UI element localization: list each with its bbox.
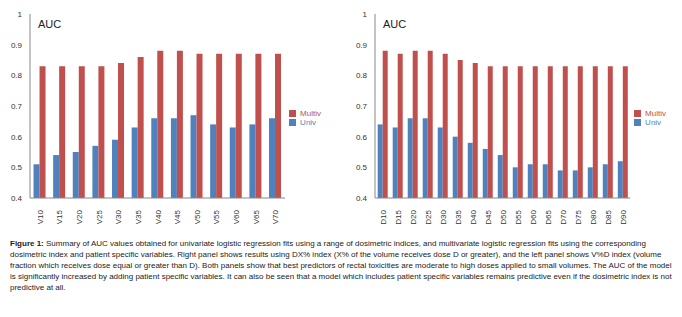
svg-text:V30: V30 (114, 209, 123, 224)
svg-text:V35: V35 (134, 209, 143, 224)
svg-text:D65: D65 (544, 209, 553, 224)
svg-text:V45: V45 (173, 209, 182, 224)
svg-text:0.9: 0.9 (11, 41, 23, 50)
svg-text:D55: D55 (514, 209, 523, 224)
html-text:Multiv: Multiv (645, 109, 666, 118)
svg-text:D70: D70 (559, 209, 568, 224)
svg-text:V55: V55 (212, 209, 221, 224)
svg-text:0.7: 0.7 (11, 102, 23, 111)
svg-text:V15: V15 (55, 209, 64, 224)
html-text:Multiv: Multiv (300, 109, 321, 118)
svg-text:0.5: 0.5 (11, 163, 23, 172)
svg-text:D15: D15 (394, 209, 403, 224)
svg-text:V20: V20 (75, 209, 84, 224)
svg-text:1: 1 (363, 10, 368, 19)
svg-text:D40: D40 (469, 209, 478, 224)
svg-text:V25: V25 (95, 209, 104, 224)
svg-text:D75: D75 (574, 209, 583, 224)
svg-text:D20: D20 (409, 209, 418, 224)
svg-text:0.8: 0.8 (356, 71, 368, 80)
svg-text:V50: V50 (193, 209, 202, 224)
svg-text:0.6: 0.6 (356, 133, 368, 142)
svg-text:1: 1 (18, 10, 23, 19)
html-text:Univ: Univ (645, 118, 662, 127)
svg-text:D60: D60 (529, 209, 538, 224)
svg-text:0.4: 0.4 (356, 194, 368, 203)
html-text:AUC: AUC (383, 18, 407, 30)
svg-text:D85: D85 (604, 209, 613, 224)
svg-text:D10: D10 (379, 209, 388, 224)
svg-text:D25: D25 (424, 209, 433, 224)
svg-text:D30: D30 (439, 209, 448, 224)
svg-text:D35: D35 (454, 209, 463, 224)
svg-text:0.8: 0.8 (11, 71, 23, 80)
svg-text:V40: V40 (154, 209, 163, 224)
svg-text:0.6: 0.6 (11, 133, 23, 142)
html-text:Figure 1: Summary of AUC value: Figure 1: Summary of AUC values obtained… (10, 239, 672, 292)
html-text:AUC: AUC (38, 18, 62, 30)
svg-text:V70: V70 (271, 209, 280, 224)
html-text:Univ: Univ (300, 118, 317, 127)
svg-text:V10: V10 (36, 209, 45, 224)
svg-text:0.9: 0.9 (356, 41, 368, 50)
svg-text:0.7: 0.7 (356, 102, 368, 111)
svg-text:D90: D90 (619, 209, 628, 224)
svg-text:0.5: 0.5 (356, 163, 368, 172)
svg-text:0.4: 0.4 (11, 194, 23, 203)
svg-text:V65: V65 (252, 209, 261, 224)
svg-text:V60: V60 (232, 209, 241, 224)
svg-text:D80: D80 (589, 209, 598, 224)
svg-text:D45: D45 (484, 209, 493, 224)
svg-text:D50: D50 (499, 209, 508, 224)
